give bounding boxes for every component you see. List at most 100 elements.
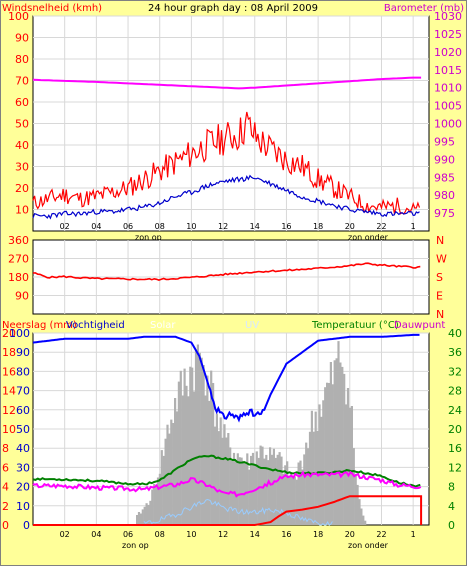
solar-bar — [305, 442, 308, 525]
solar-bar — [261, 446, 264, 525]
sunset-label-1: zon onder — [348, 233, 389, 242]
x-tick-label: 12 — [218, 222, 228, 231]
solar-bar — [269, 447, 272, 525]
solar-bar — [215, 413, 218, 525]
x-tick-label: 10 — [186, 530, 196, 539]
solar-bar — [295, 479, 298, 525]
sunrise-label-1: zon op — [135, 233, 162, 242]
x-tick-label: 04 — [91, 222, 101, 231]
solar-bar — [238, 457, 241, 525]
solar-bar — [164, 438, 167, 525]
solar-bar — [210, 370, 213, 525]
barometer-ytick: 1000 — [434, 118, 462, 131]
solar-bar — [183, 368, 186, 525]
rain-ytick: 14 — [2, 385, 16, 398]
solar-bar — [297, 462, 300, 525]
solar-bar — [253, 465, 256, 525]
solar-bar — [208, 400, 211, 525]
solar-bar — [348, 407, 351, 525]
solar-bar — [327, 383, 331, 525]
solar-bar — [136, 515, 139, 525]
solar-bar — [179, 370, 182, 525]
temperature-ytick: 32 — [448, 365, 462, 378]
rain-ytick: 12 — [2, 404, 16, 417]
barometer-ytick: 990 — [434, 153, 455, 166]
rain-ytick: 16 — [2, 365, 16, 378]
barometer-ytick: 1030 — [434, 10, 462, 23]
solar-bar — [172, 423, 175, 525]
solar-bar — [194, 349, 198, 525]
temperature-ytick: 16 — [448, 442, 462, 455]
solar-bar — [267, 460, 270, 525]
x-tick-label: 06 — [123, 530, 133, 539]
rain-ytick: 4 — [2, 481, 9, 494]
solar-bar — [288, 476, 291, 525]
barometer-ytick: 985 — [434, 171, 455, 184]
humidity-ytick: 50 — [16, 423, 30, 436]
solar-bar — [278, 452, 281, 525]
rain-ytick: 10 — [2, 423, 16, 436]
wind-ytick: 80 — [15, 53, 29, 66]
solar-bar — [301, 469, 304, 525]
solar-bar — [316, 431, 319, 525]
solar-bar — [314, 411, 317, 525]
chart-title: 24 hour graph day : 08 April 2009 — [148, 3, 318, 14]
humidity-line — [32, 333, 420, 423]
x-tick-label: 22 — [376, 222, 386, 231]
barometer-line — [32, 76, 422, 90]
solar-bar — [251, 452, 255, 525]
x-tick-label: 02 — [60, 530, 70, 539]
temperature-ytick: 20 — [448, 423, 462, 436]
rain-ytick: 20 — [2, 327, 16, 340]
barometer-ytick: 1005 — [434, 100, 462, 113]
humidity-ytick: 100 — [9, 327, 30, 340]
wind-ytick: 100 — [8, 10, 29, 23]
solar-bar — [341, 366, 344, 525]
direction-letter: N — [436, 234, 444, 247]
humidity-ytick: 80 — [16, 365, 30, 378]
solar-bar — [337, 341, 340, 525]
solar-bar — [189, 366, 192, 525]
solar-bar — [343, 373, 346, 525]
wind-ylabel: Windsnelheid (kmh) — [2, 3, 102, 14]
temperature-ytick: 40 — [448, 327, 462, 340]
solar-bar — [360, 508, 363, 525]
x-tick-label: 12 — [218, 530, 228, 539]
temperature-ytick: 4 — [448, 500, 455, 513]
solar-bar — [139, 513, 142, 525]
solar-bar — [177, 381, 180, 525]
x-tick-label: 1 — [411, 530, 416, 539]
humidity-ytick: 40 — [16, 442, 30, 455]
solar-bar — [308, 431, 312, 525]
solar-bar — [318, 404, 321, 525]
solar-bar — [156, 477, 160, 525]
temperature-ytick: 8 — [448, 481, 455, 494]
solar-bar — [259, 445, 262, 525]
rain-ytick: 2 — [2, 500, 9, 513]
rain-ylabel: Neerslag (mm) — [2, 320, 77, 331]
solar-bar — [246, 453, 249, 525]
x-tick-label: 16 — [281, 530, 291, 539]
solar-bar — [213, 426, 217, 525]
barometer-ytick: 1015 — [434, 64, 462, 77]
solar-bar — [174, 398, 177, 525]
solar-bar — [299, 460, 302, 525]
solar-bar — [143, 506, 146, 525]
solar-bar — [158, 473, 161, 525]
barometer-ytick: 1010 — [434, 82, 462, 95]
solar-bar — [162, 455, 165, 525]
solar-bar — [181, 395, 184, 525]
x-tick-label: 1 — [411, 222, 416, 231]
sunrise-label-3: zon op — [122, 541, 149, 550]
direction-letter: W — [436, 253, 447, 266]
rain-line — [33, 495, 423, 526]
solar-bar — [322, 400, 325, 525]
solar-bar — [303, 454, 306, 525]
humidity-ytick: 60 — [16, 404, 30, 417]
x-tick-label: 06 — [123, 222, 133, 231]
barometer-ytick: 1020 — [434, 46, 462, 59]
uv-ylabel: UV — [245, 320, 259, 331]
wind-gust-line — [32, 111, 421, 215]
solar-bar — [320, 416, 323, 525]
solar-bar — [358, 499, 361, 525]
